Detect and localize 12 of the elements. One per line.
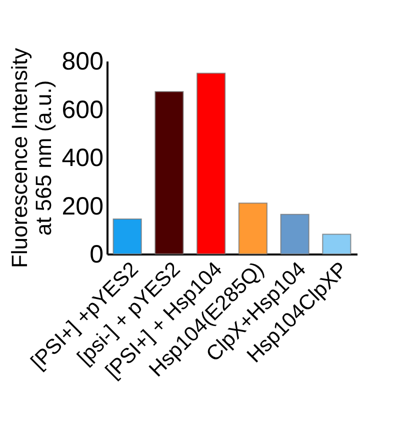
bar xyxy=(280,214,310,254)
y-axis-title: Fluorescence Intensity at 565 nm (a.u.) xyxy=(6,48,56,268)
bar xyxy=(112,218,142,254)
y-tick-label: 200 xyxy=(62,192,104,220)
y-tick-label: 800 xyxy=(62,48,104,76)
bar xyxy=(154,91,184,254)
y-tick-label: 0 xyxy=(90,240,104,268)
y-tick-label: 600 xyxy=(62,96,104,124)
bar xyxy=(196,72,226,254)
y-tick-label: 400 xyxy=(62,144,104,172)
bar xyxy=(322,234,352,254)
bar xyxy=(238,202,268,254)
